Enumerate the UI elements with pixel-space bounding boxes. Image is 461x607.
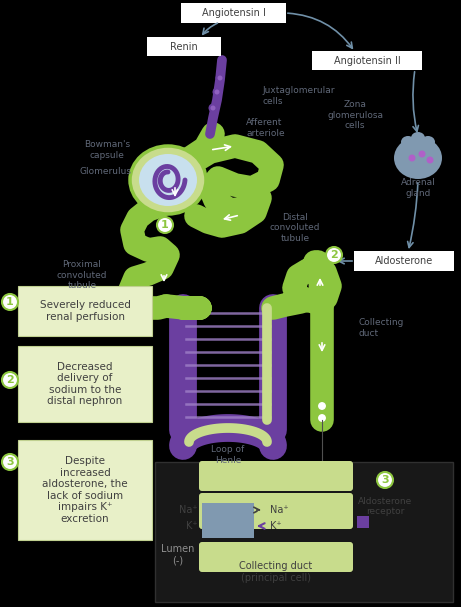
- Ellipse shape: [139, 154, 197, 206]
- Bar: [202, 520, 254, 538]
- Bar: [155, 462, 453, 602]
- FancyBboxPatch shape: [18, 346, 152, 422]
- Text: Zona
glomerulosa
cells: Zona glomerulosa cells: [327, 100, 383, 130]
- FancyBboxPatch shape: [199, 542, 353, 572]
- Text: Loop of
Henle: Loop of Henle: [212, 446, 245, 465]
- Circle shape: [2, 294, 18, 310]
- Text: Angiotensin II: Angiotensin II: [334, 55, 400, 66]
- Text: Juxtaglomerular
cells: Juxtaglomerular cells: [262, 86, 335, 106]
- Text: 2: 2: [330, 250, 338, 260]
- FancyBboxPatch shape: [312, 51, 422, 70]
- Circle shape: [215, 73, 225, 83]
- Circle shape: [326, 247, 342, 263]
- Circle shape: [2, 454, 18, 470]
- Ellipse shape: [421, 136, 435, 148]
- Text: Proximal
convoluted
tubule: Proximal convoluted tubule: [57, 260, 107, 290]
- Text: 2: 2: [6, 375, 14, 385]
- Text: Renin: Renin: [170, 41, 198, 52]
- Text: Afferent
arteriole: Afferent arteriole: [246, 118, 284, 138]
- Circle shape: [2, 372, 18, 388]
- Text: Lumen
(-): Lumen (-): [161, 544, 195, 566]
- Ellipse shape: [394, 137, 442, 179]
- FancyBboxPatch shape: [199, 461, 353, 491]
- Circle shape: [426, 157, 433, 163]
- Text: 1: 1: [161, 220, 169, 230]
- Text: Collecting duct
(principal cell): Collecting duct (principal cell): [239, 561, 313, 583]
- FancyBboxPatch shape: [181, 3, 286, 23]
- Circle shape: [211, 106, 215, 110]
- Text: Glomerulus: Glomerulus: [79, 168, 131, 177]
- Circle shape: [157, 217, 173, 233]
- Circle shape: [317, 401, 327, 411]
- Text: Severely reduced
renal perfusion: Severely reduced renal perfusion: [40, 300, 130, 322]
- Circle shape: [419, 151, 426, 157]
- Text: Aldosterone
receptor: Aldosterone receptor: [358, 497, 412, 517]
- Text: Na⁺: Na⁺: [270, 505, 289, 515]
- Text: K⁺: K⁺: [186, 521, 198, 531]
- Text: 3: 3: [6, 457, 14, 467]
- Text: Na⁺: Na⁺: [179, 505, 198, 515]
- Ellipse shape: [401, 136, 415, 148]
- Ellipse shape: [411, 132, 425, 144]
- FancyBboxPatch shape: [18, 440, 152, 540]
- Circle shape: [408, 155, 415, 161]
- Text: Angiotensin I: Angiotensin I: [201, 8, 266, 18]
- Text: Aldosterone: Aldosterone: [375, 256, 433, 266]
- Ellipse shape: [130, 146, 206, 214]
- Circle shape: [218, 75, 223, 81]
- Text: Collecting
duct: Collecting duct: [358, 318, 403, 337]
- FancyBboxPatch shape: [354, 251, 454, 271]
- Text: K⁺: K⁺: [270, 521, 282, 531]
- Text: Despite
increased
aldosterone, the
lack of sodium
impairs K⁺
excretion: Despite increased aldosterone, the lack …: [42, 456, 128, 524]
- FancyBboxPatch shape: [147, 37, 221, 56]
- Circle shape: [213, 87, 221, 97]
- Text: 1: 1: [6, 297, 14, 307]
- Circle shape: [317, 413, 327, 423]
- Text: Decreased
delivery of
sodium to the
distal nephron: Decreased delivery of sodium to the dist…: [47, 362, 123, 407]
- Text: 3: 3: [381, 475, 389, 485]
- FancyBboxPatch shape: [199, 493, 353, 529]
- Bar: [202, 503, 254, 521]
- Text: Adrenal
gland: Adrenal gland: [401, 178, 435, 198]
- Circle shape: [208, 104, 218, 112]
- Text: Distal
convoluted
tubule: Distal convoluted tubule: [270, 213, 320, 243]
- Text: Bowman's
capsule: Bowman's capsule: [84, 140, 130, 160]
- Bar: [357, 516, 369, 528]
- Circle shape: [214, 89, 219, 95]
- Circle shape: [377, 472, 393, 488]
- FancyBboxPatch shape: [18, 286, 152, 336]
